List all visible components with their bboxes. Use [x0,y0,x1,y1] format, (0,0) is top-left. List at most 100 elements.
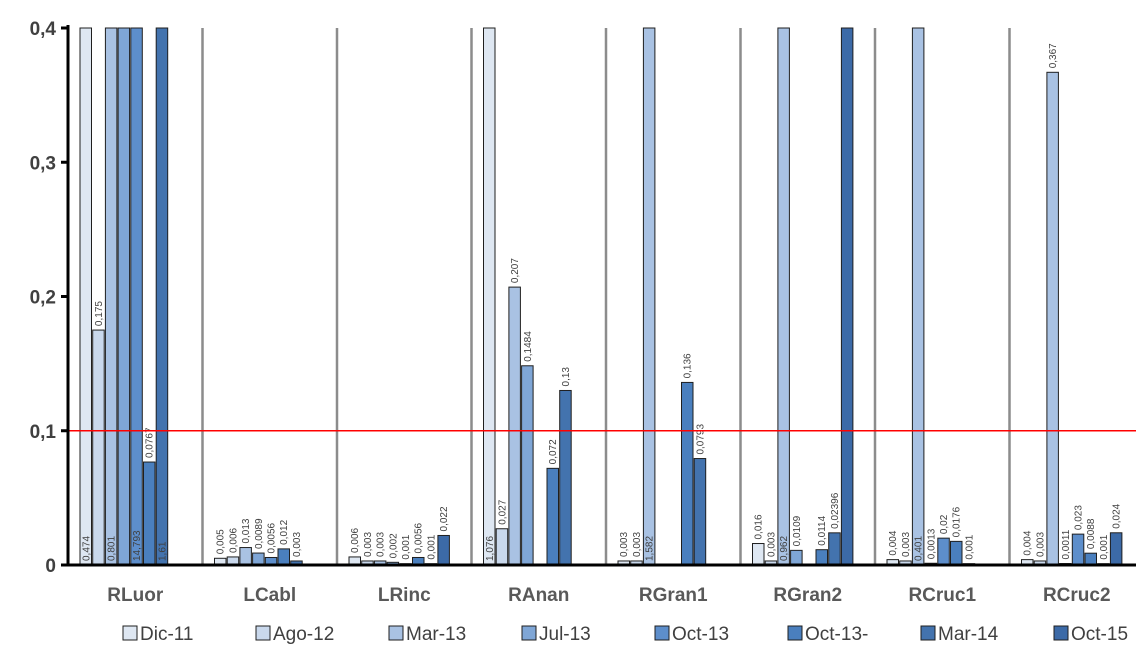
data-label: 0,401 [914,536,925,561]
data-label: 0,001 [426,534,437,559]
x-tick-label: RAnan [508,585,569,606]
data-label: 0,801 [107,536,118,561]
legend-swatch [787,625,803,641]
bar-Oct-15-LRinc [437,534,450,566]
bar-Oct-13--RCruc2 [1084,552,1097,566]
y-tick-label: 0,4 [30,19,57,40]
legend: Dic-11 Ago-12 Mar-13 Jul-13 Oct-13 Oct-13- Mar… [122,624,1128,645]
bar-Mar-14-RAnan [559,389,572,566]
bar-Ago-12-RAnan [495,528,509,566]
data-label: 0,474 [81,536,92,561]
legend-swatch [1053,625,1069,641]
data-label: 0,023 [1074,505,1085,530]
data-label: 0,175 [94,301,105,326]
data-label: 1,076 [485,536,496,561]
bar-Oct-13-RCruc2 [1071,533,1085,566]
legend-swatch [920,625,936,641]
data-label: 0,006 [228,527,239,552]
data-label: 0,003 [292,532,303,557]
x-tick-label: RGran2 [773,585,842,606]
bar-Oct-15-RGran2 [840,27,854,566]
data-label: 0,001 [401,534,412,559]
bar-Oct-13-RLuor [130,27,143,566]
x-tick-label: LCabl [243,585,296,606]
data-label: 0,072 [548,439,559,464]
legend-label: Mar-13 [406,624,466,645]
data-label: 0,0793 [695,424,706,455]
data-label: 0,0176 [952,506,963,537]
bar-Oct-13--RLuor [143,461,156,566]
data-label: 0,0056 [414,522,425,553]
bar-Mar-13-RGran2 [777,27,790,566]
x-tick-label: RGran1 [639,585,708,606]
data-label: 0,0088 [1086,518,1097,549]
legend-swatch [122,625,138,641]
data-label: 1,582 [645,536,656,561]
data-label: 0,003 [632,532,643,557]
y-axis-ticks: 0 0,1 0,2 0,3 0,4 [30,19,68,577]
data-label: 0,016 [754,514,765,539]
bar-Mar-13-RCruc1 [911,27,925,566]
data-label: 0,022 [439,506,450,531]
bar-Jul-13-LCabl [252,552,265,566]
data-label: 0,027 [497,499,508,524]
axes [62,25,1136,567]
data-label: 0,003 [766,532,777,557]
data-label: 0,02396 [830,492,841,529]
bars [79,27,1123,566]
data-label: 0,003 [363,532,374,557]
data-label: 14,793 [132,530,143,561]
legend-label: Dic-11 [140,624,194,645]
y-tick-label: 0,1 [30,422,57,443]
legend-label: Oct-13- [805,624,868,645]
data-label: 0,001 [964,534,975,559]
bar-Jul-13-RAnan [521,365,534,566]
data-label: 0,0114 [817,515,828,545]
data-label: 0,0011 [1061,529,1072,559]
x-tick-label: RLuor [107,585,164,606]
x-tick-label: RCruc1 [908,585,976,606]
bar-Mar-14-RGran2 [828,532,841,566]
bar-Jul-13-RLuor [117,27,131,566]
bar-Dic-11-RAnan [483,27,496,566]
data-label: 0,367 [1048,43,1059,68]
data-label: 0,02 [939,514,950,534]
data-label: 0,0089 [254,518,265,549]
bar-Mar-13-RLuor [104,27,118,566]
data-label: 0,003 [901,532,912,557]
x-axis-ticks: RLuor LCabl LRinc RAnan RGran1 RGran2 RCruc1 RC… [107,585,1110,606]
data-label: 0,001 [1099,534,1110,559]
x-tick-label: LRinc [378,585,431,606]
bar-Oct-13-RCruc1 [937,537,950,566]
data-label: 0,003 [619,532,630,557]
legend-label: Jul-13 [539,624,591,645]
data-label: 0,005 [216,529,227,554]
y-tick-label: 0 [45,556,56,577]
bar-Oct-13--RGran1 [681,381,694,566]
bar-Mar-14-RGran1 [693,458,707,566]
bar-Oct-13--LCabl [277,548,290,566]
legend-swatch [521,625,537,641]
data-label: 0,136 [683,353,694,378]
bar-Oct-15-RCruc2 [1109,532,1123,566]
data-label: 0,003 [1035,532,1046,557]
bar-Mar-13-RCruc2 [1046,71,1059,566]
data-label: 0,0013 [926,528,937,559]
bar-Oct-13--RCruc1 [950,540,963,566]
bar-Mar-13-LCabl [239,547,252,566]
bar-Oct-13--RAnan [546,467,559,566]
data-label: 0,002 [388,533,399,558]
data-label: 0,024 [1112,503,1123,528]
data-label: 0,207 [510,258,521,283]
data-label: 0,003 [376,532,387,557]
legend-label: Oct-15 [1071,624,1128,645]
bar-Ago-12-RLuor [92,329,105,566]
legend-label: Ago-12 [273,624,334,645]
bar-Jul-13-RGran2 [790,549,803,566]
bar-Mar-13-RAnan [508,286,521,566]
legend-swatch [388,625,404,641]
legend-swatch [654,625,670,641]
bar-Mar-14-RLuor [155,27,169,566]
